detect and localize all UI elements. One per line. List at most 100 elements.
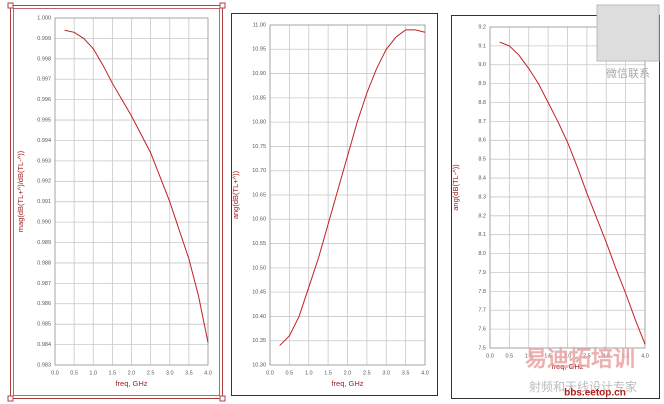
y-tick-label: 0.996 <box>37 97 51 103</box>
y-tick-label: 11.00 <box>253 22 266 28</box>
corner-handle <box>219 2 226 9</box>
y-tick-label: 8.2 <box>478 213 486 219</box>
y-tick-label: 0.993 <box>37 158 51 164</box>
y-tick-label: 0.988 <box>37 260 51 266</box>
y-tick-label: 0.983 <box>37 362 51 368</box>
y-tick-label: 10.55 <box>252 241 266 247</box>
y-tick-label: 0.999 <box>37 36 51 42</box>
y-tick-label: 7.7 <box>478 308 486 314</box>
y-tick-label: 0.985 <box>37 322 51 328</box>
y-tick-label: 0.997 <box>37 77 51 83</box>
panel-frame <box>231 13 438 396</box>
y-tick-label: 0.984 <box>37 342 51 348</box>
x-tick-label: 3.5 <box>402 370 410 376</box>
x-axis-label: freq, GHz <box>331 379 363 388</box>
y-tick-label: 10.75 <box>252 144 266 150</box>
y-tick-label: 10.70 <box>252 168 266 174</box>
x-tick-label: 1.0 <box>305 370 313 376</box>
x-tick-label: 0.5 <box>286 370 294 376</box>
y-tick-label: 10.45 <box>252 290 266 296</box>
data-line <box>279 29 426 346</box>
x-tick-label: 3.0 <box>382 370 390 376</box>
y-tick-label: 10.60 <box>252 217 266 223</box>
y-tick-label: 7.5 <box>478 345 486 351</box>
x-tick-label: 2.5 <box>147 370 155 376</box>
y-tick-label: 8.1 <box>478 232 486 238</box>
y-tick-label: 8.8 <box>478 100 486 106</box>
site-watermark: bbs.eetop.cn <box>564 388 626 399</box>
y-tick-label: 0.987 <box>37 281 51 287</box>
y-tick-label: 10.40 <box>252 314 266 320</box>
x-tick-label: 4.0 <box>641 353 649 359</box>
panel-frame <box>13 8 220 396</box>
x-tick-label: 0.0 <box>486 353 494 359</box>
corner-handle <box>7 395 14 402</box>
y-tick-label: 0.995 <box>37 118 51 124</box>
y-tick-label: 9.0 <box>478 62 486 68</box>
y-tick-label: 7.9 <box>478 270 486 276</box>
y-tick-label: 0.986 <box>37 301 51 307</box>
y-tick-label: 8.5 <box>478 157 486 163</box>
x-tick-label: 2.5 <box>583 353 591 359</box>
y-tick-label: 10.30 <box>252 362 266 368</box>
wechat-text: 微信联系 <box>606 66 650 80</box>
y-tick-label: 0.989 <box>37 240 51 246</box>
x-tick-label: 3.0 <box>166 370 174 376</box>
plot-frame <box>54 17 209 366</box>
y-tick-label: 9.1 <box>478 43 486 49</box>
y-tick-label: 0.990 <box>37 220 51 226</box>
x-axis-label: freq, GHz <box>551 362 583 371</box>
y-tick-label: 8.0 <box>478 251 486 257</box>
y-axis-label: ang(dB(TL+^)) <box>231 170 240 219</box>
y-tick-label: 0.998 <box>37 56 51 62</box>
y-tick-label: 10.80 <box>252 120 266 126</box>
y-tick-label: 1.000 <box>37 15 51 21</box>
y-tick-label: 0.994 <box>37 138 51 144</box>
y-tick-label: 10.65 <box>252 192 266 198</box>
y-tick-label: 10.95 <box>252 47 266 53</box>
x-tick-label: 4.0 <box>421 370 429 376</box>
x-tick-label: 2.0 <box>128 370 136 376</box>
x-tick-label: 1.0 <box>89 370 97 376</box>
data-line <box>499 41 646 345</box>
x-tick-label: 0.0 <box>51 370 59 376</box>
brand-watermark: 易迪拓培训 <box>525 346 635 371</box>
x-tick-label: 3.0 <box>602 353 610 359</box>
x-tick-label: 3.5 <box>185 370 193 376</box>
y-tick-label: 8.4 <box>478 176 486 182</box>
y-tick-label: 10.85 <box>252 95 266 101</box>
y-axis-label: ang(dB(TL-^)) <box>451 164 460 211</box>
corner-handle <box>7 2 14 9</box>
data-line <box>64 29 209 343</box>
x-tick-label: 0.5 <box>506 353 514 359</box>
x-tick-label: 1.5 <box>544 353 552 359</box>
corner-handle <box>219 395 226 402</box>
x-tick-label: 2.0 <box>564 353 572 359</box>
x-tick-label: 4.0 <box>204 370 212 376</box>
plot-frame <box>269 24 426 366</box>
y-tick-label: 0.991 <box>37 199 51 205</box>
x-tick-label: 1.0 <box>525 353 533 359</box>
y-tick-label: 8.3 <box>478 194 486 200</box>
panel-frame <box>451 15 660 399</box>
y-tick-label: 8.7 <box>478 119 486 125</box>
x-tick-label: 3.5 <box>622 353 630 359</box>
y-tick-label: 10.50 <box>252 265 266 271</box>
plot-frame <box>489 26 646 349</box>
x-axis-label: freq, GHz <box>115 379 147 388</box>
y-axis-label: mag(dB(TL+^)/dB(TL-^)) <box>16 150 25 232</box>
y-tick-label: 0.992 <box>37 179 51 185</box>
x-tick-label: 1.5 <box>109 370 117 376</box>
qr-code <box>596 4 660 62</box>
x-tick-label: 2.0 <box>344 370 352 376</box>
x-tick-label: 1.5 <box>324 370 332 376</box>
panel-frame <box>10 5 223 399</box>
y-tick-label: 8.6 <box>478 138 486 144</box>
y-tick-label: 10.90 <box>252 71 266 77</box>
x-tick-label: 0.5 <box>70 370 78 376</box>
slogan-watermark: 射频和天线设计专家 <box>529 379 637 394</box>
y-tick-label: 7.8 <box>478 289 486 295</box>
x-tick-label: 0.0 <box>266 370 274 376</box>
y-tick-label: 7.6 <box>478 327 486 333</box>
